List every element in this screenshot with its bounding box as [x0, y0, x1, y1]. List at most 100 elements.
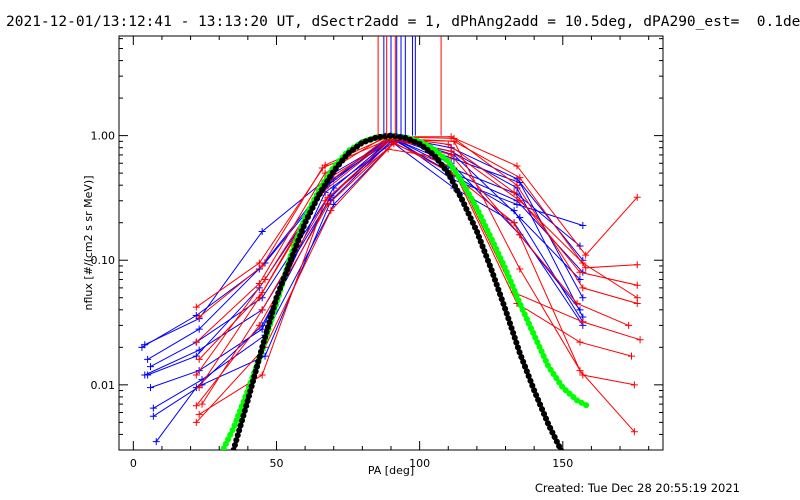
red-data-point: [513, 162, 521, 170]
red-series-line: [198, 138, 635, 415]
blue-data-point: [141, 371, 149, 379]
blue-data-point: [152, 438, 160, 446]
blue-data-point: [258, 228, 266, 236]
y-tick-label: 1.00: [91, 130, 116, 143]
red-data-point: [633, 281, 641, 289]
x-tick-label: 150: [552, 457, 573, 470]
blue-data-point: [138, 343, 146, 351]
red-data-point: [510, 188, 518, 196]
blue-data-point: [149, 412, 157, 420]
blue-series-line: [147, 137, 581, 360]
red-data-point: [513, 181, 521, 189]
x-tick-label: 50: [269, 457, 283, 470]
axis-ticks: 0 50 100 150 0.01 0.10 1.00: [91, 36, 663, 470]
blue-data-point: [144, 355, 152, 363]
red-series-line: [198, 137, 638, 318]
blue-data-point: [192, 312, 200, 320]
red-data-point: [195, 384, 203, 392]
blue-data-point: [149, 404, 157, 412]
red-data-point: [195, 355, 203, 363]
red-data-point: [628, 352, 636, 360]
red-data-point: [576, 268, 584, 276]
red-data-point: [195, 410, 203, 418]
red-data-point: [258, 306, 266, 314]
blue-series-line: [150, 138, 584, 389]
red-data-point: [192, 371, 200, 379]
red-series-line: [198, 139, 638, 360]
x-tick-label: 0: [130, 457, 137, 470]
red-data-point: [630, 381, 638, 389]
red-data-point: [630, 428, 638, 436]
red-series-line: [195, 148, 632, 423]
red-data-point: [321, 161, 329, 169]
y-tick-label: 0.01: [91, 379, 116, 392]
red-data-point: [261, 276, 269, 284]
blue-data-point: [330, 184, 338, 192]
red-data-point: [192, 418, 200, 426]
red-data-point: [192, 303, 200, 311]
red-data-point: [258, 262, 266, 270]
red-data-point: [447, 151, 455, 159]
blue-data-point: [195, 346, 203, 354]
red-data-point: [636, 336, 644, 344]
blue-data-point: [510, 207, 518, 215]
black-fit-curve: [230, 132, 565, 450]
red-series-line: [195, 136, 638, 376]
red-data-point: [516, 265, 524, 273]
red-data-point: [576, 367, 584, 375]
blue-data-point: [576, 306, 584, 314]
red-data-point: [625, 321, 633, 329]
red-data-point: [576, 338, 584, 346]
red-data-point: [444, 140, 452, 148]
blue-data-point: [579, 221, 587, 229]
blue-data-point: [146, 363, 154, 371]
chart-title: 2021-12-01/13:12:41 - 13:13:20 UT, dSect…: [6, 14, 800, 30]
blue-data-point: [146, 384, 154, 392]
red-data-point: [633, 261, 641, 269]
red-data-point: [255, 259, 263, 267]
red-data-point: [390, 139, 398, 147]
created-timestamp: Created: Tue Dec 28 20:55:19 2021: [534, 481, 740, 495]
blue-series-line: [155, 138, 584, 442]
y-tick-label: 0.10: [91, 254, 116, 267]
x-tick-label: 100: [409, 457, 430, 470]
red-data-point: [258, 371, 266, 379]
red-data-point: [195, 313, 203, 321]
red-data-point: [192, 338, 200, 346]
red-series-line: [196, 136, 638, 308]
blue-data-point: [255, 265, 263, 273]
marker-lines: [377, 36, 442, 136]
red-series-line: [195, 141, 635, 433]
red-data-point: [516, 174, 524, 182]
red-data-point: [318, 164, 326, 172]
red-data-point: [255, 294, 263, 302]
x-axis-label: PA [deg]: [368, 464, 414, 477]
red-data-point: [579, 371, 587, 379]
red-data-point: [573, 299, 581, 307]
red-data-point: [510, 219, 518, 227]
red-data-point: [447, 133, 455, 141]
red-data-point: [384, 145, 392, 153]
red-data-point: [633, 193, 641, 201]
fit-curves: [219, 132, 592, 450]
y-axis-label: nflux [#/(cm2 s sr MeV)]: [82, 176, 95, 311]
red-data-point: [192, 402, 200, 410]
red-data-point: [450, 137, 458, 145]
red-data-point: [327, 207, 335, 215]
red-data-point: [582, 251, 590, 259]
blue-data-point: [192, 352, 200, 360]
blue-data-point: [579, 294, 587, 302]
red-data-point: [198, 400, 206, 408]
red-data-point: [321, 197, 329, 205]
data-series: [138, 132, 644, 446]
blue-data-point: [261, 352, 269, 360]
red-data-point: [579, 318, 587, 326]
red-data-point: [255, 321, 263, 329]
red-data-point: [633, 299, 641, 307]
red-data-point: [324, 201, 332, 209]
red-data-point: [579, 284, 587, 292]
red-data-point: [579, 259, 587, 267]
blue-data-point: [195, 325, 203, 333]
red-series-line: [201, 143, 641, 405]
